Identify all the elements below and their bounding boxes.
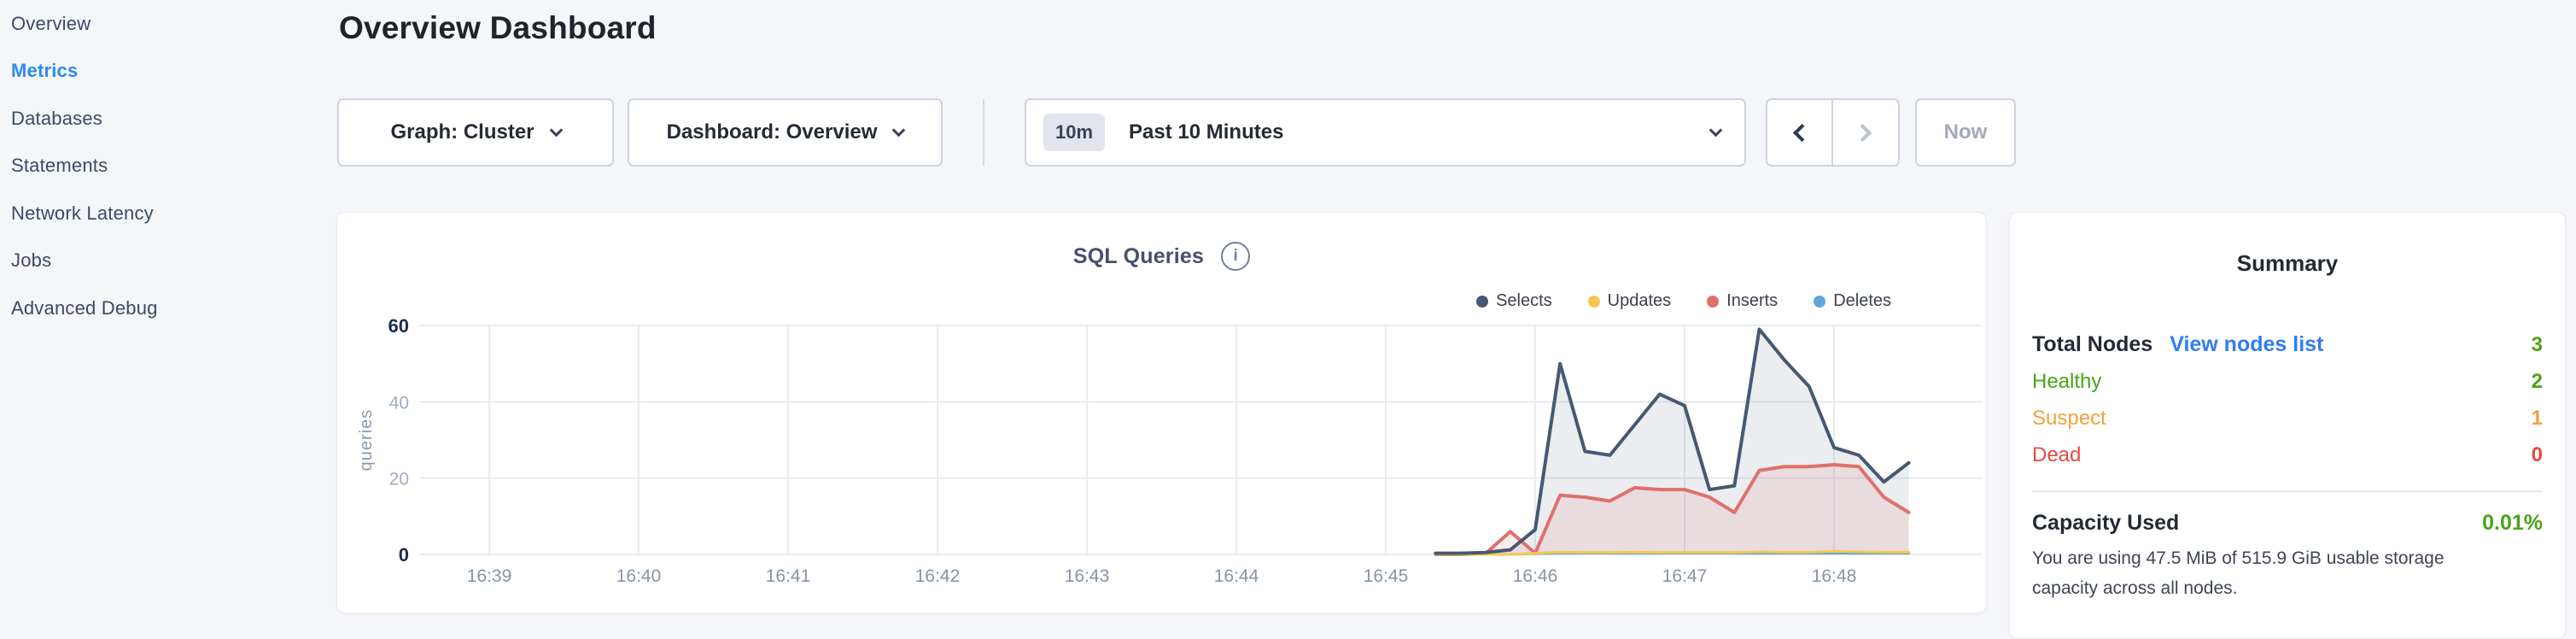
node-status-label: Dead [2032, 443, 2082, 466]
legend-dot-icon [1707, 295, 1720, 308]
chart-title: SQL Queries [1072, 243, 1205, 268]
summary-title: Summary [2236, 250, 2339, 276]
chart-legend: Selects Updates Inserts Deletes [1476, 291, 1891, 311]
dashboard-dropdown[interactable]: Dashboard: Overview [628, 98, 943, 167]
toolbar-divider [983, 99, 984, 166]
sql-queries-chart-card: SQL Queries i Selects Updates Inserts Delet… [336, 212, 1987, 613]
total-nodes-row: Total Nodes View nodes list 3 [2032, 326, 2543, 363]
sidebar-item-network-latency[interactable]: Network Latency [11, 202, 154, 224]
node-status-row-suspect: Suspect 1 [2032, 400, 2543, 437]
page-title: Overview Dashboard [339, 10, 657, 45]
node-status-list: Total Nodes View nodes list 3 Healthy 2 Su… [2032, 326, 2543, 473]
chevron-left-icon [1792, 123, 1811, 142]
capacity-row: Capacity Used 0.01% [2032, 511, 2543, 536]
info-icon[interactable]: i [1221, 242, 1251, 271]
node-status-value: 0 [2531, 443, 2543, 466]
svg-text:queries: queries [357, 409, 376, 472]
sidebar-item-jobs[interactable]: Jobs [11, 249, 52, 272]
svg-text:16:39: 16:39 [467, 566, 512, 586]
now-button[interactable]: Now [1915, 98, 2016, 167]
svg-text:16:45: 16:45 [1364, 566, 1409, 586]
svg-text:16:43: 16:43 [1065, 566, 1110, 586]
summary-panel: Summary Total Nodes View nodes list 3 He… [2009, 212, 2566, 639]
chart-canvas: 16:39 16:40 16:41 16:42 16:43 16:44 16:45 16:46… [357, 315, 1982, 586]
sidebar-item-overview[interactable]: Overview [11, 12, 91, 34]
capacity-description: You are using 47.5 MiB of 515.9 GiB usab… [2032, 548, 2445, 598]
sidebar-item-metrics[interactable]: Metrics [11, 60, 79, 82]
chart-header: SQL Queries i [337, 242, 1986, 271]
summary-divider [2032, 490, 2543, 492]
capacity-used-value: 0.01% [2482, 511, 2543, 535]
legend-dot-icon [1587, 295, 1600, 308]
legend-item-selects[interactable]: Selects [1476, 291, 1552, 311]
legend-label: Inserts [1726, 291, 1779, 310]
time-range-label: Past 10 Minutes [1129, 120, 1284, 144]
svg-text:16:40: 16:40 [616, 566, 662, 586]
svg-text:16:41: 16:41 [766, 566, 811, 586]
legend-dot-icon [1814, 295, 1826, 308]
node-status-row-healthy: Healthy 2 [2032, 363, 2543, 400]
sidebar-item-statements[interactable]: Statements [11, 155, 108, 177]
chevron-down-icon [892, 123, 906, 137]
node-status-label: Suspect [2032, 406, 2106, 430]
node-status-label: Healthy [2032, 369, 2102, 393]
chevron-down-icon [1709, 123, 1723, 137]
legend-item-updates[interactable]: Updates [1587, 291, 1672, 311]
svg-text:0: 0 [399, 544, 409, 566]
node-status-value: 2 [2531, 369, 2543, 393]
svg-text:16:42: 16:42 [915, 566, 961, 586]
sidebar-item-advanced-debug[interactable]: Advanced Debug [11, 296, 158, 319]
graph-dropdown-label: Graph: Cluster [390, 120, 534, 144]
legend-label: Selects [1496, 291, 1552, 310]
graph-dropdown[interactable]: Graph: Cluster [337, 98, 614, 167]
chevron-right-icon [1854, 123, 1872, 142]
sidebar-nav: Overview Metrics Databases Statements Networ… [0, 0, 336, 624]
time-range-dropdown[interactable]: 10m Past 10 Minutes [1025, 98, 1746, 167]
capacity-used-label: Capacity Used [2032, 511, 2180, 535]
legend-item-deletes[interactable]: Deletes [1814, 291, 1891, 311]
svg-text:16:48: 16:48 [1812, 566, 1857, 586]
time-step-buttons [1766, 98, 1900, 167]
dashboard-dropdown-label: Dashboard: Overview [666, 120, 878, 144]
svg-text:16:46: 16:46 [1513, 566, 1558, 586]
svg-text:16:47: 16:47 [1662, 566, 1708, 586]
total-nodes-value: 3 [2531, 332, 2543, 356]
legend-label: Deletes [1833, 291, 1891, 310]
node-status-value: 1 [2531, 406, 2543, 430]
svg-text:20: 20 [389, 470, 409, 490]
svg-text:60: 60 [388, 315, 409, 337]
time-step-forward-button[interactable] [1833, 100, 1899, 165]
svg-text:16:44: 16:44 [1214, 566, 1259, 586]
time-range-badge: 10m [1043, 114, 1106, 151]
time-step-back-button[interactable] [1767, 100, 1833, 165]
sidebar-item-databases[interactable]: Databases [11, 107, 102, 129]
node-status-row-dead: Dead 0 [2032, 437, 2543, 473]
svg-text:40: 40 [389, 393, 409, 413]
legend-dot-icon [1476, 295, 1489, 308]
chevron-down-icon [549, 123, 563, 137]
legend-item-inserts[interactable]: Inserts [1707, 291, 1778, 311]
total-nodes-label: Total Nodes [2032, 332, 2153, 356]
legend-label: Updates [1607, 291, 1672, 310]
view-nodes-list-link[interactable]: View nodes list [2170, 332, 2324, 356]
